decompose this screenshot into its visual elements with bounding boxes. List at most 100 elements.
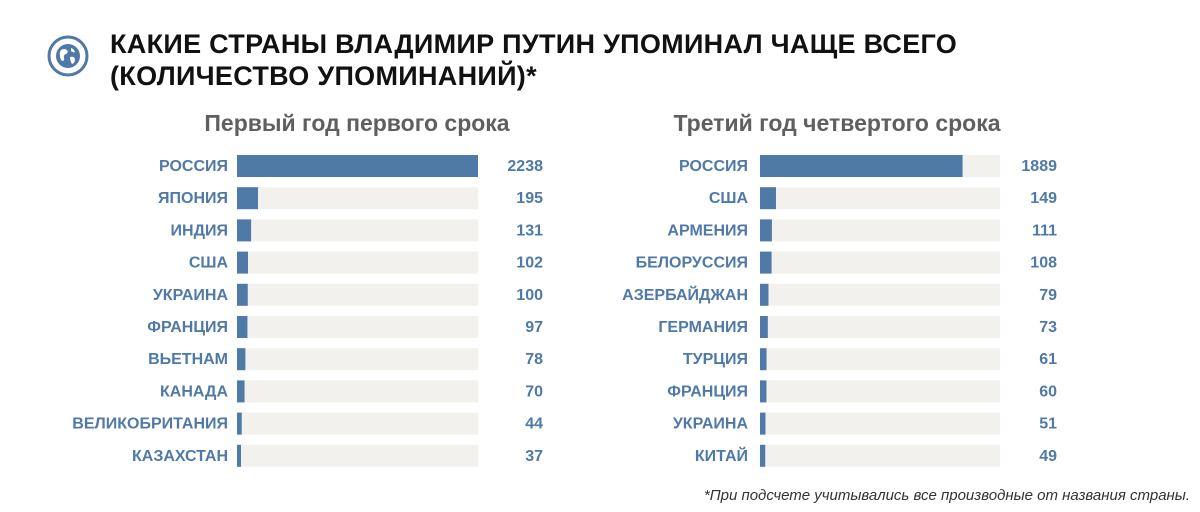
category-label: АЗЕРБАЙДЖАН bbox=[622, 285, 748, 304]
value-label: 100 bbox=[516, 287, 543, 304]
category-label: ТУРЦИЯ bbox=[683, 351, 748, 368]
bar bbox=[237, 444, 241, 467]
value-label: 149 bbox=[1030, 190, 1057, 207]
right-chart-row: США 149 bbox=[709, 187, 1057, 210]
category-label: АРМЕНИЯ bbox=[667, 222, 748, 239]
right-chart-row: БЕЛОРУССИЯ 108 bbox=[636, 251, 1057, 274]
category-label: ГЕРМАНИЯ bbox=[658, 319, 748, 336]
value-label: 44 bbox=[525, 416, 543, 433]
bar-track bbox=[237, 316, 478, 338]
bar-track bbox=[237, 412, 478, 435]
bar bbox=[237, 348, 246, 371]
bar bbox=[237, 283, 248, 306]
value-label: 2238 bbox=[507, 158, 543, 175]
bar-track bbox=[760, 348, 1000, 371]
bar-track bbox=[760, 187, 1000, 210]
left-chart-row: ВЕЛИКОБРИТАНИЯ 44 bbox=[72, 412, 543, 435]
bar bbox=[760, 251, 772, 274]
title-line-1: КАКИЕ СТРАНЫ ВЛАДИМИР ПУТИН УПОМИНАЛ ЧАЩ… bbox=[110, 29, 958, 59]
bar bbox=[760, 155, 963, 177]
value-label: 73 bbox=[1039, 319, 1057, 336]
bar bbox=[237, 412, 242, 435]
bar-track bbox=[760, 444, 1000, 467]
category-label: РОССИЯ bbox=[159, 158, 228, 175]
bar-track bbox=[237, 444, 478, 467]
left-chart-row: КАНАДА 70 bbox=[160, 380, 543, 403]
bar bbox=[760, 219, 772, 242]
category-label: БЕЛОРУССИЯ bbox=[636, 255, 748, 272]
chart-title: КАКИЕ СТРАНЫ ВЛАДИМИР ПУТИН УПОМИНАЛ ЧАЩ… bbox=[110, 28, 957, 92]
bar-track bbox=[237, 251, 478, 274]
value-label: 131 bbox=[516, 222, 543, 239]
value-label: 195 bbox=[516, 190, 543, 207]
right-chart-row: ФРАНЦИЯ 60 bbox=[667, 380, 1057, 403]
left-chart-row: США 102 bbox=[189, 251, 543, 274]
category-label: УКРАИНА bbox=[153, 287, 229, 304]
category-label: США bbox=[189, 255, 229, 272]
category-label: ВЕЛИКОБРИТАНИЯ bbox=[72, 416, 228, 433]
bar bbox=[760, 348, 767, 371]
bar bbox=[760, 316, 768, 338]
value-label: 51 bbox=[1039, 416, 1057, 433]
category-label: ФРАНЦИЯ bbox=[147, 319, 228, 336]
bar bbox=[237, 316, 248, 338]
value-label: 97 bbox=[525, 319, 543, 336]
value-label: 79 bbox=[1039, 287, 1057, 304]
value-label: 61 bbox=[1039, 351, 1057, 368]
right-chart-subtitle: Третий год четвертого срока bbox=[673, 110, 1001, 136]
category-label: РОССИЯ bbox=[679, 158, 748, 175]
right-chart-row: АЗЕРБАЙДЖАН 79 bbox=[622, 283, 1057, 306]
bar bbox=[237, 187, 258, 210]
bar-track bbox=[237, 348, 478, 371]
bar bbox=[760, 444, 766, 467]
category-label: КАЗАХСТАН bbox=[132, 448, 228, 465]
right-chart-row: КИТАЙ 49 bbox=[695, 444, 1057, 467]
left-chart-row: УКРАИНА 100 bbox=[153, 283, 543, 306]
globe-icon bbox=[47, 35, 89, 77]
bar bbox=[760, 187, 776, 210]
left-chart-row: КАЗАХСТАН 37 bbox=[132, 444, 543, 467]
category-label: КИТАЙ bbox=[695, 446, 748, 465]
right-chart-row: ГЕРМАНИЯ 73 bbox=[658, 316, 1057, 338]
bar-track bbox=[237, 380, 478, 403]
value-label: 37 bbox=[525, 448, 543, 465]
right-chart-row: РОССИЯ 1889 bbox=[679, 155, 1057, 177]
bar-track bbox=[237, 187, 478, 210]
bar-track bbox=[237, 283, 478, 306]
category-label: США bbox=[709, 190, 749, 207]
bar-track bbox=[760, 316, 1000, 338]
value-label: 108 bbox=[1030, 255, 1057, 272]
left-chart-row: ЯПОНИЯ 195 bbox=[158, 187, 543, 210]
bar bbox=[237, 380, 245, 403]
category-label: УКРАИНА bbox=[673, 416, 749, 433]
bar-track bbox=[760, 251, 1000, 274]
left-chart-row: РОССИЯ 2238 bbox=[159, 155, 543, 177]
title-line-2: (КОЛИЧЕСТВО УПОМИНАНИЙ)* bbox=[110, 61, 537, 91]
bar bbox=[760, 412, 766, 435]
value-label: 70 bbox=[525, 383, 543, 400]
bar-track bbox=[760, 219, 1000, 242]
bar bbox=[760, 283, 769, 306]
bar bbox=[760, 380, 767, 403]
category-label: ИНДИЯ bbox=[171, 222, 228, 239]
bar-track bbox=[760, 412, 1000, 435]
bar-track bbox=[760, 283, 1000, 306]
left-chart-subtitle: Первый год первого срока bbox=[204, 110, 510, 136]
left-chart-row: ИНДИЯ 131 bbox=[171, 219, 543, 242]
left-chart-row: ФРАНЦИЯ 97 bbox=[147, 316, 543, 338]
value-label: 60 bbox=[1039, 383, 1057, 400]
footnote: *При подсчете учитывались все производны… bbox=[703, 487, 1190, 504]
right-chart-row: ТУРЦИЯ 61 bbox=[683, 348, 1057, 371]
value-label: 102 bbox=[516, 255, 543, 272]
bar-track bbox=[760, 380, 1000, 403]
left-chart-row: ВЬЕТНАМ 78 bbox=[148, 348, 543, 371]
category-label: ФРАНЦИЯ bbox=[667, 383, 748, 400]
value-label: 1889 bbox=[1021, 158, 1057, 175]
right-chart-row: АРМЕНИЯ 111 bbox=[667, 219, 1057, 242]
category-label: ЯПОНИЯ bbox=[158, 190, 228, 207]
bar bbox=[237, 251, 248, 274]
right-chart-row: УКРАИНА 51 bbox=[673, 412, 1057, 435]
value-label: 78 bbox=[525, 351, 543, 368]
category-label: КАНАДА bbox=[160, 383, 228, 400]
